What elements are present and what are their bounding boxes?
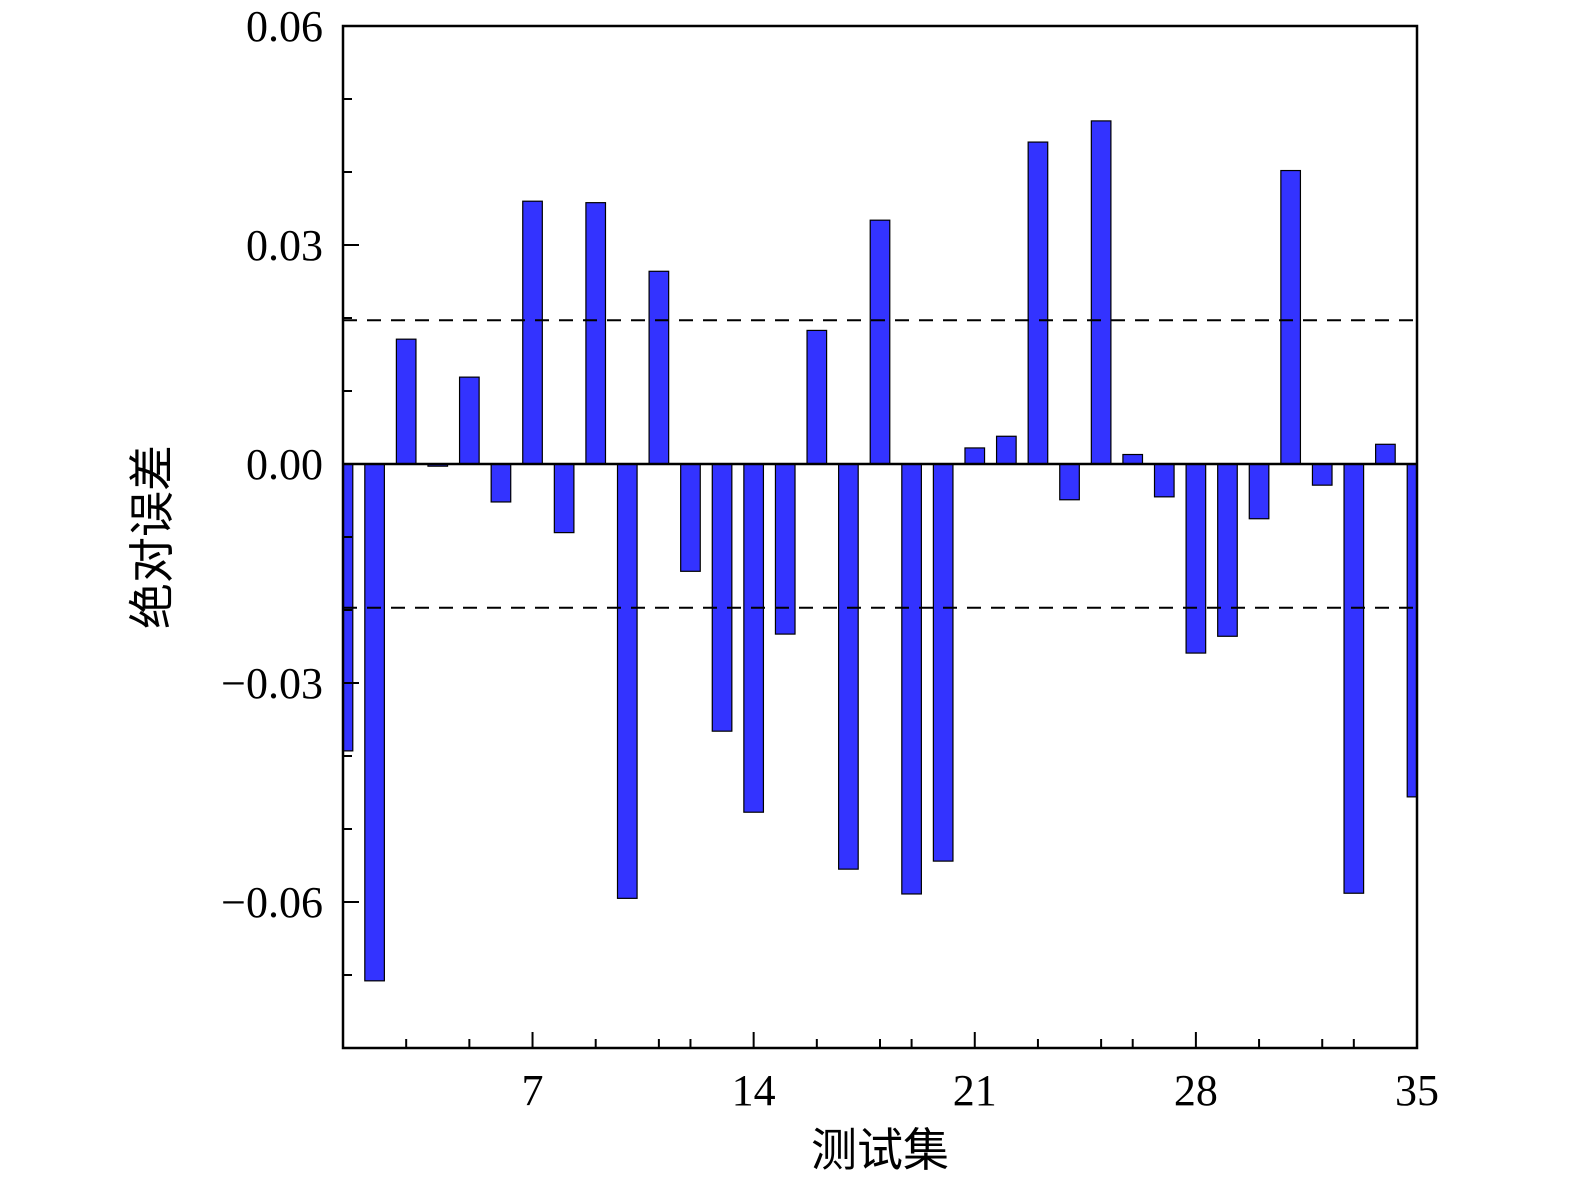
bar-24 bbox=[1059, 463, 1080, 501]
bar-31 bbox=[1280, 169, 1302, 465]
x-tick-label: 21 bbox=[953, 1066, 997, 1115]
x-tick-label: 14 bbox=[732, 1066, 776, 1115]
bar-9 bbox=[585, 202, 607, 465]
y-axis-ticks bbox=[343, 25, 359, 1049]
bar-30 bbox=[1248, 463, 1270, 520]
bar-14 bbox=[743, 463, 765, 813]
bar-33 bbox=[1343, 463, 1365, 894]
bar-32 bbox=[1311, 463, 1333, 486]
bar-26 bbox=[1122, 453, 1144, 465]
x-axis-ticks bbox=[405, 1032, 1418, 1048]
y-axis-title: 绝对误差 bbox=[125, 445, 179, 629]
bar-19 bbox=[901, 463, 922, 895]
bar-27 bbox=[1153, 463, 1175, 498]
x-axis-title: 测试集 bbox=[811, 1123, 949, 1177]
bar-6 bbox=[490, 463, 512, 503]
y-tick-label: 0.06 bbox=[246, 2, 323, 51]
bar-5 bbox=[458, 376, 480, 465]
bar-2 bbox=[364, 463, 385, 982]
bar-13 bbox=[711, 463, 733, 732]
x-tick-label: 35 bbox=[1395, 1066, 1439, 1115]
bar-22 bbox=[995, 435, 1017, 465]
reference-lines bbox=[343, 319, 1417, 609]
bar-12 bbox=[680, 463, 701, 572]
bar-20 bbox=[932, 463, 954, 862]
bar-29 bbox=[1217, 463, 1238, 637]
x-tick-label: 7 bbox=[522, 1066, 544, 1115]
bar-16 bbox=[806, 329, 828, 465]
y-axis-tick-labels: −0.06 −0.03 0.00 0.03 0.06 bbox=[221, 2, 323, 927]
x-axis-tick-labels: 7 14 21 28 35 bbox=[522, 1066, 1439, 1115]
y-tick-label: 0.03 bbox=[246, 221, 323, 270]
bar-17 bbox=[838, 463, 859, 870]
bar-34 bbox=[1375, 443, 1396, 465]
y-tick-label: −0.03 bbox=[221, 659, 323, 708]
bar-7 bbox=[522, 200, 543, 465]
bar-21 bbox=[964, 447, 986, 465]
bar-10 bbox=[616, 463, 638, 899]
bar-25 bbox=[1090, 120, 1112, 465]
bar-11 bbox=[648, 270, 670, 465]
bar-28 bbox=[1185, 463, 1207, 654]
bar-series bbox=[343, 120, 1417, 982]
plot-frame bbox=[341, 24, 1419, 1050]
bar-18 bbox=[869, 219, 891, 465]
x-tick-label: 28 bbox=[1174, 1066, 1218, 1115]
y-tick-label: 0.00 bbox=[246, 440, 323, 489]
bar-3 bbox=[395, 338, 417, 465]
y-tick-label: −0.06 bbox=[221, 878, 323, 927]
bar-23 bbox=[1027, 141, 1049, 465]
bar-8 bbox=[553, 463, 575, 534]
